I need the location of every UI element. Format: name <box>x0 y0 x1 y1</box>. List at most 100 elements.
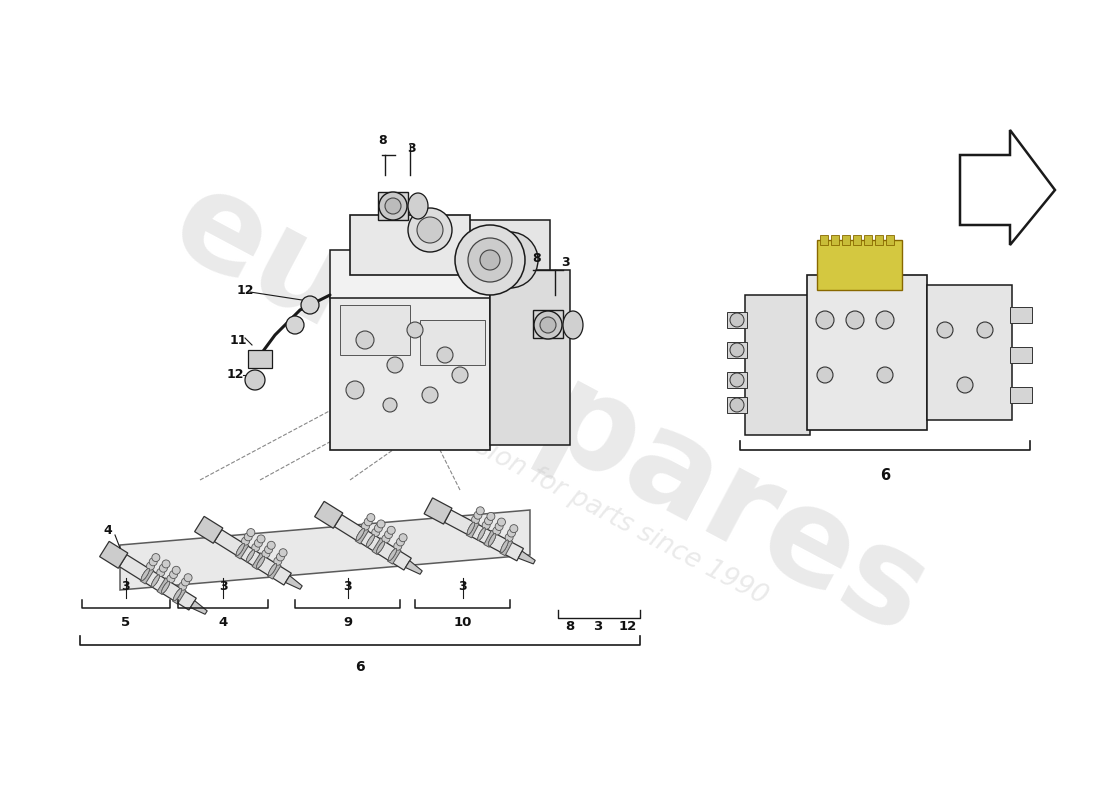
Ellipse shape <box>468 522 474 534</box>
Ellipse shape <box>376 542 385 554</box>
Polygon shape <box>466 521 480 538</box>
Text: 12: 12 <box>236 283 254 297</box>
FancyBboxPatch shape <box>727 342 747 358</box>
Ellipse shape <box>256 556 265 568</box>
Circle shape <box>385 198 402 214</box>
Circle shape <box>156 569 165 577</box>
Polygon shape <box>100 542 128 568</box>
Circle shape <box>379 192 407 220</box>
Circle shape <box>246 529 255 537</box>
Circle shape <box>846 311 864 329</box>
Circle shape <box>482 232 538 288</box>
Polygon shape <box>252 553 266 570</box>
FancyBboxPatch shape <box>248 350 272 368</box>
Ellipse shape <box>488 534 496 546</box>
Ellipse shape <box>152 575 160 587</box>
Text: a passion for parts since 1990: a passion for parts since 1990 <box>408 400 772 610</box>
Ellipse shape <box>174 589 182 601</box>
Text: 4: 4 <box>103 523 112 537</box>
FancyBboxPatch shape <box>330 250 490 298</box>
FancyBboxPatch shape <box>727 397 747 413</box>
Polygon shape <box>499 538 513 556</box>
Circle shape <box>534 311 562 339</box>
Circle shape <box>274 557 282 565</box>
Circle shape <box>497 518 506 526</box>
Polygon shape <box>960 130 1055 245</box>
Polygon shape <box>195 516 223 543</box>
Ellipse shape <box>268 564 276 576</box>
Ellipse shape <box>388 549 397 561</box>
Ellipse shape <box>366 535 374 547</box>
Text: 8: 8 <box>532 251 541 265</box>
Circle shape <box>252 543 260 551</box>
Text: 3: 3 <box>561 257 570 270</box>
Circle shape <box>387 526 395 534</box>
Ellipse shape <box>236 543 244 555</box>
Circle shape <box>162 560 170 568</box>
Ellipse shape <box>468 522 474 534</box>
Circle shape <box>372 529 379 537</box>
Ellipse shape <box>162 582 169 594</box>
Circle shape <box>437 347 453 363</box>
Ellipse shape <box>477 528 485 540</box>
FancyBboxPatch shape <box>874 235 883 245</box>
Ellipse shape <box>500 540 508 553</box>
Circle shape <box>399 534 407 542</box>
Circle shape <box>452 367 468 383</box>
Circle shape <box>487 513 495 521</box>
Polygon shape <box>190 601 207 614</box>
Text: 6: 6 <box>355 660 365 674</box>
Circle shape <box>244 533 252 541</box>
FancyBboxPatch shape <box>745 295 810 435</box>
Circle shape <box>977 322 993 338</box>
FancyBboxPatch shape <box>830 235 839 245</box>
Circle shape <box>877 367 893 383</box>
Circle shape <box>265 546 273 554</box>
Polygon shape <box>173 587 186 604</box>
Ellipse shape <box>500 540 508 553</box>
Circle shape <box>276 553 285 561</box>
Circle shape <box>505 534 513 542</box>
Text: 3: 3 <box>122 579 130 593</box>
Ellipse shape <box>468 522 474 534</box>
Circle shape <box>493 527 500 535</box>
FancyBboxPatch shape <box>330 295 490 450</box>
Polygon shape <box>425 498 452 524</box>
Circle shape <box>730 373 744 387</box>
Circle shape <box>257 535 265 543</box>
Circle shape <box>394 542 402 550</box>
Ellipse shape <box>174 589 182 601</box>
Polygon shape <box>406 561 422 574</box>
Circle shape <box>408 208 452 252</box>
Polygon shape <box>334 514 411 570</box>
Ellipse shape <box>366 535 374 547</box>
Circle shape <box>383 398 397 412</box>
Ellipse shape <box>174 589 182 601</box>
Ellipse shape <box>408 193 428 219</box>
Circle shape <box>279 549 287 557</box>
FancyBboxPatch shape <box>842 235 850 245</box>
Circle shape <box>540 317 556 333</box>
Circle shape <box>242 537 250 545</box>
Polygon shape <box>372 538 386 554</box>
Circle shape <box>377 520 385 528</box>
Circle shape <box>482 522 491 530</box>
FancyBboxPatch shape <box>727 312 747 328</box>
Ellipse shape <box>268 564 276 576</box>
Ellipse shape <box>162 582 169 594</box>
Polygon shape <box>286 576 302 590</box>
Circle shape <box>362 522 370 530</box>
Circle shape <box>422 387 438 403</box>
FancyBboxPatch shape <box>378 192 408 220</box>
Ellipse shape <box>488 534 496 546</box>
FancyBboxPatch shape <box>727 372 747 388</box>
Circle shape <box>364 518 372 526</box>
Text: 10: 10 <box>453 615 472 629</box>
Circle shape <box>474 511 482 519</box>
Polygon shape <box>120 510 530 590</box>
Ellipse shape <box>488 534 496 546</box>
FancyBboxPatch shape <box>927 285 1012 420</box>
FancyBboxPatch shape <box>820 235 828 245</box>
Ellipse shape <box>356 529 364 541</box>
Text: 3: 3 <box>459 579 466 593</box>
